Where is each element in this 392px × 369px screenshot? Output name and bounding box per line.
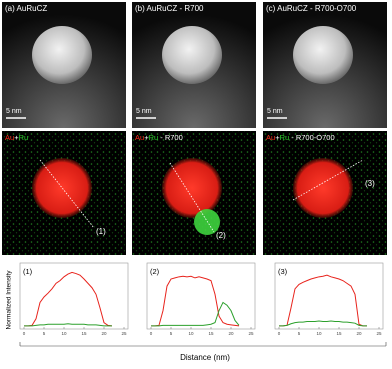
x-tick-label: 20: [101, 331, 107, 336]
profile-au: [151, 275, 240, 327]
au-particle: [293, 158, 353, 218]
panel-title: (c) AuRuCZ - R700-O700: [266, 4, 357, 13]
x-axis-label: Distance (nm): [180, 353, 230, 362]
x-tick-label: 25: [376, 331, 382, 336]
map-label: Au+Ru: [5, 133, 28, 142]
particle: [293, 26, 353, 84]
map-label-part: Au: [266, 133, 275, 142]
profile-marker: (2): [216, 231, 226, 240]
particle: [32, 26, 92, 84]
map-label: Au+Ru - R700-O700: [266, 133, 335, 142]
ru-particle: [194, 209, 220, 235]
chart-title: (3): [278, 267, 288, 276]
panel-title: (b) AuRuCZ - R700: [135, 4, 204, 13]
plot-frame: [274, 262, 384, 330]
plot-frame: [19, 262, 129, 330]
scale-label: 5 nm: [6, 108, 22, 115]
map-label-part: Ru: [280, 133, 290, 142]
particle: [162, 26, 222, 84]
map-label-part: +: [144, 133, 149, 142]
x-tick-label: 20: [228, 331, 234, 336]
panel-title: (a) AuRuCZ: [5, 4, 47, 13]
au-particle: [162, 158, 222, 218]
profile-line: [39, 159, 95, 229]
x-tick-label: 15: [336, 331, 342, 336]
y-axis-label: Normalized Intensity: [6, 270, 13, 330]
plot-frame: [146, 262, 256, 330]
x-tick-label: 15: [208, 331, 214, 336]
profile-au: [24, 271, 113, 327]
map-label-part: Au: [5, 133, 14, 142]
au-particle: [32, 158, 92, 218]
x-tick-label: 20: [356, 331, 362, 336]
profile-line: [292, 159, 364, 201]
map-label-part: +: [275, 133, 280, 142]
x-tick-label: 10: [316, 331, 322, 336]
map-label-part: Au: [135, 133, 144, 142]
profile-marker: (3): [365, 179, 375, 188]
x-tick-label: 25: [248, 331, 254, 336]
x-tick-label: 5: [170, 331, 173, 336]
map-label: Au+Ru - R700: [135, 133, 183, 142]
x-tick-label: 0: [278, 331, 281, 336]
profile-au: [279, 274, 367, 327]
profile-ru: [279, 320, 367, 327]
x-tick-label: 10: [188, 331, 194, 336]
x-tick-label: 0: [150, 331, 153, 336]
map-label-part: Ru: [149, 133, 159, 142]
map-label-part: +: [14, 133, 19, 142]
x-tick-label: 10: [61, 331, 67, 336]
map-label-part: - R700-O700: [289, 133, 334, 142]
profile-ru: [24, 323, 112, 327]
x-tick-label: 5: [298, 331, 301, 336]
chart-title: (1): [23, 267, 33, 276]
x-tick-label: 5: [43, 331, 46, 336]
profile-marker: (1): [96, 227, 106, 236]
chart-title: (2): [150, 267, 160, 276]
map-label-part: Ru: [19, 133, 29, 142]
scale-label: 5 nm: [136, 108, 152, 115]
x-tick-label: 25: [121, 331, 127, 336]
x-tick-label: 15: [81, 331, 87, 336]
map-label-part: - R700: [158, 133, 183, 142]
scale-label: 5 nm: [267, 108, 283, 115]
profile-ru: [151, 301, 240, 327]
x-tick-label: 0: [23, 331, 26, 336]
